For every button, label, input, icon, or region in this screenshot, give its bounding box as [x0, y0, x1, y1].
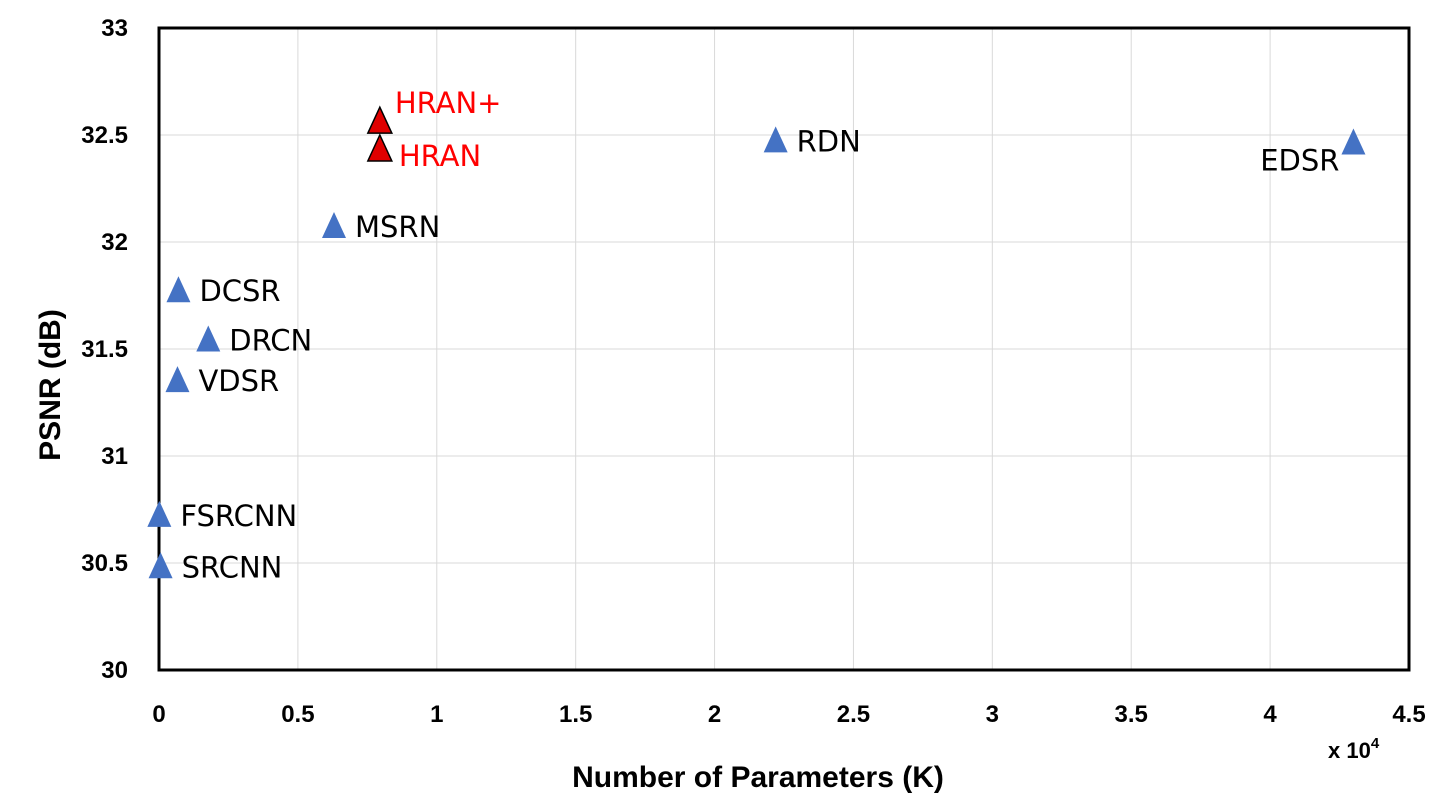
- x-axis-multiplier-exponent: 4: [1371, 735, 1380, 752]
- data-points: [147, 105, 1366, 579]
- x-tick-label: 1: [430, 701, 443, 728]
- marker-vdsr: [165, 366, 190, 393]
- y-tick-label: 30.5: [81, 550, 128, 577]
- grid-lines: [158, 27, 1410, 671]
- x-tick-label: 4: [1263, 701, 1277, 728]
- marker-dcsr: [166, 276, 191, 303]
- marker-fsrcnn: [147, 500, 172, 527]
- label-fsrcnn: FSRCNN: [180, 499, 297, 533]
- label-msrn: MSRN: [355, 210, 440, 244]
- x-tick-label: 4.5: [1392, 701, 1425, 728]
- marker-rdn: [763, 126, 788, 153]
- x-tick-label: 2: [708, 701, 721, 728]
- y-tick-label: 32: [101, 229, 128, 256]
- label-dcsr: DCSR: [199, 274, 280, 308]
- x-tick-label: 2.5: [837, 701, 870, 728]
- y-tick-label: 32.5: [81, 122, 128, 149]
- y-tick-label: 31.5: [81, 336, 128, 363]
- x-axis-multiplier: x 104: [1328, 735, 1380, 763]
- label-vdsr: VDSR: [198, 364, 279, 398]
- marker-edsr: [1341, 128, 1366, 155]
- label-hran: HRAN: [399, 139, 481, 173]
- label-drcn: DRCN: [229, 323, 312, 357]
- x-tick-label: 0: [152, 701, 165, 728]
- x-tick-label: 1.5: [559, 701, 592, 728]
- label-hran-plus: HRAN+: [395, 86, 502, 120]
- x-tick-label: 0.5: [281, 701, 314, 728]
- marker-hran: [366, 133, 394, 162]
- marker-msrn: [322, 212, 346, 239]
- x-tick-label: 3.5: [1115, 701, 1148, 728]
- y-tick-label: 30: [101, 657, 128, 684]
- marker-hran-plus: [366, 105, 394, 134]
- x-tick-label: 3: [986, 701, 999, 728]
- data-labels: SRCNN FSRCNN VDSR DRCN DCSR MSRN HRAN HRAN+ RDN E…: [180, 86, 1339, 584]
- label-edsr: EDSR: [1260, 144, 1339, 178]
- plot-area-border: [157, 26, 1411, 672]
- label-rdn: RDN: [797, 124, 861, 158]
- y-axis-title: PSNR (dB): [34, 309, 67, 461]
- y-axis-ticks: 30 30.5 31 31.5 32 32.5 33: [81, 15, 128, 684]
- marker-drcn: [196, 325, 221, 352]
- x-axis-title: Number of Parameters (K): [572, 761, 944, 794]
- y-tick-label: 33: [101, 15, 128, 42]
- x-axis-multiplier-base: x 10: [1328, 738, 1371, 763]
- marker-srcnn: [148, 552, 173, 579]
- label-srcnn: SRCNN: [182, 550, 283, 584]
- x-axis-ticks: 0 0.5 1 1.5 2 2.5 3 3.5 4 4.5: [152, 701, 1425, 728]
- y-tick-label: 31: [101, 443, 128, 470]
